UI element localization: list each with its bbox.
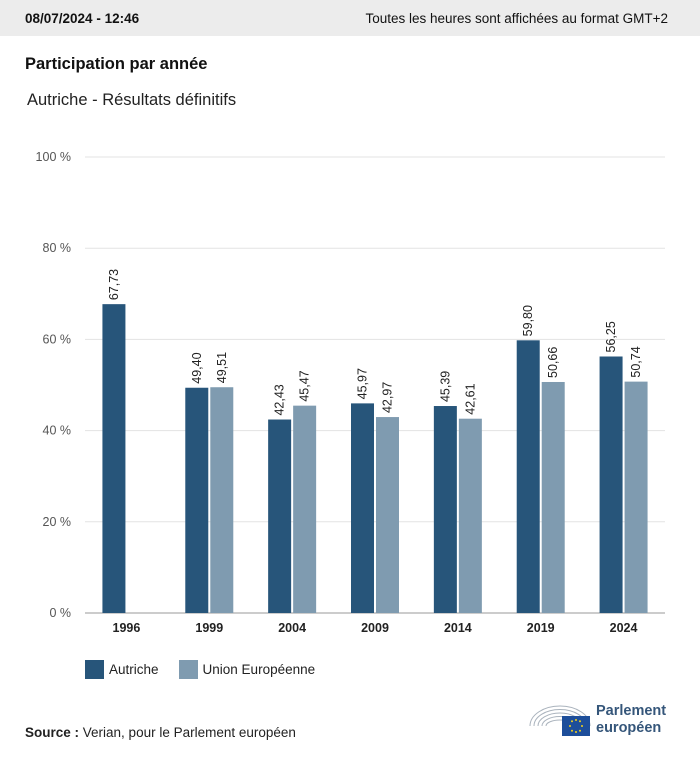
chart-subtitle: Autriche - Résultats définitifs xyxy=(27,91,237,109)
data-label: 42,61 xyxy=(463,383,477,414)
legend-swatch-ue xyxy=(178,660,198,679)
bar-autriche-2014 xyxy=(433,406,457,613)
data-label: 45,47 xyxy=(298,370,312,401)
hemicycle-icon xyxy=(529,705,591,736)
x-tick-label: 2019 xyxy=(527,621,555,635)
x-tick-label: 1999 xyxy=(195,621,223,635)
source-label: Source : xyxy=(25,725,80,740)
x-tick-label: 1996 xyxy=(113,621,141,635)
y-tick-label: 20 % xyxy=(43,515,72,529)
data-label: 59,80 xyxy=(521,305,535,336)
bar-ue-2004 xyxy=(293,405,317,613)
legend-item-autriche: Autriche xyxy=(85,660,159,679)
logo-text: Parlement européen xyxy=(596,703,666,737)
parlement-logo: Parlement européen xyxy=(528,702,666,738)
legend-item-ue: Union Européenne xyxy=(178,660,316,679)
y-tick-label: 100 % xyxy=(36,150,71,164)
data-label: 67,73 xyxy=(107,269,121,300)
bar-ue-1999 xyxy=(210,387,234,613)
bar-autriche-2019 xyxy=(516,340,540,613)
bar-ue-2014 xyxy=(458,418,482,613)
logo-line-2: européen xyxy=(596,720,662,736)
bar-autriche-2024 xyxy=(599,356,623,613)
y-tick-label: 40 % xyxy=(43,424,72,438)
chart-title: Participation par année xyxy=(25,55,208,73)
y-tick-label: 80 % xyxy=(43,241,72,255)
y-tick-label: 60 % xyxy=(43,332,72,346)
data-label: 50,66 xyxy=(546,347,560,378)
source-note: Source : Verian, pour le Parlement europ… xyxy=(25,725,296,740)
bar-chart: 0 % 20 % 40 % 60 % 80 % 100 % 67,73 1996 49,40 49… xyxy=(36,150,665,635)
x-tick-label: 2004 xyxy=(278,621,306,635)
y-tick-label: 0 % xyxy=(49,606,71,620)
bar-autriche-2004 xyxy=(268,419,292,613)
x-tick-label: 2014 xyxy=(444,621,472,635)
timestamp: 08/07/2024 - 12:46 xyxy=(25,10,140,26)
data-label: 42,43 xyxy=(273,384,287,415)
legend-label-ue: Union Européenne xyxy=(202,662,316,677)
bar-autriche-1996 xyxy=(102,304,126,613)
x-tick-label: 2024 xyxy=(610,621,638,635)
data-label: 50,74 xyxy=(629,346,643,377)
data-label: 56,25 xyxy=(604,321,618,352)
data-label: 49,40 xyxy=(190,352,204,383)
bar-ue-2009 xyxy=(376,417,399,613)
top-bar: 08/07/2024 - 12:46 Toutes les heures son… xyxy=(0,0,700,36)
data-label: 49,51 xyxy=(215,352,229,383)
bar-ue-2019 xyxy=(541,381,565,613)
x-tick-label: 2009 xyxy=(361,621,389,635)
legend-label-autriche: Autriche xyxy=(109,662,159,677)
legend-swatch-autriche xyxy=(85,660,104,679)
data-label: 42,97 xyxy=(381,382,395,413)
bar-autriche-1999 xyxy=(185,387,209,613)
source-text: Verian, pour le Parlement européen xyxy=(82,725,296,740)
chart-legend: Autriche Union Européenne xyxy=(85,660,335,679)
logo-line-1: Parlement xyxy=(596,703,667,719)
data-label: 45,39 xyxy=(438,371,452,402)
bar-autriche-2009 xyxy=(351,403,374,613)
bar-ue-2024 xyxy=(624,381,648,613)
data-label: 45,97 xyxy=(356,368,370,399)
timezone-note: Toutes les heures sont affichées au form… xyxy=(365,10,668,26)
